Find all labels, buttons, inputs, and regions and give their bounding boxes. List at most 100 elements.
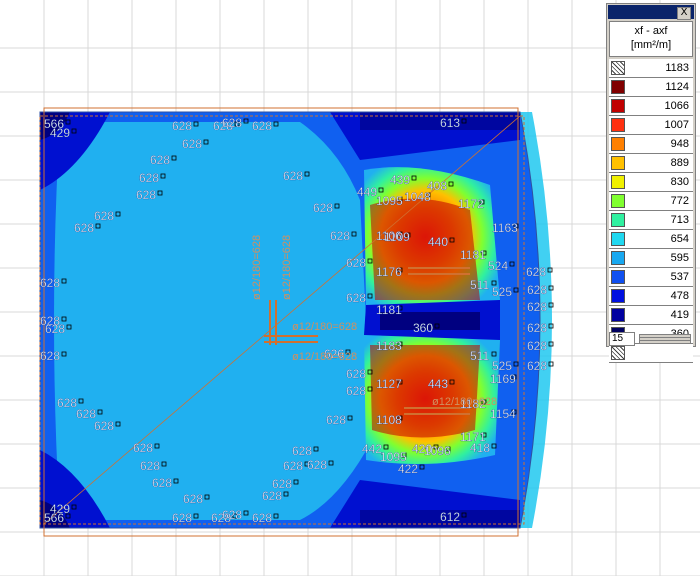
value-marker [491,351,497,357]
value-marker [548,285,554,291]
value-label: 440 [428,235,448,249]
value-label: 1183 [376,339,402,353]
value-label: 429 [50,126,70,140]
value-label: 628 [330,229,350,243]
value-marker [547,267,553,273]
value-label: 628 [40,314,60,328]
legend-row [609,344,693,363]
value-label: 628 [133,441,153,455]
value-marker [397,267,403,273]
legend-steps-control[interactable]: 15 [609,332,693,346]
legend-titlebar[interactable]: X [608,5,694,20]
value-label: 1181 [376,303,402,317]
value-marker [461,512,467,518]
legend-panel[interactable]: X xf - axf [mm²/m] 1183 1124 1066 1007 948 88… [606,3,696,363]
value-label: 420 [412,442,432,456]
rebar-symbol [264,267,470,415]
value-label: 422 [398,462,418,476]
legend-value: 595 [670,252,689,264]
value-marker [479,199,485,205]
value-label: 628 [346,367,366,381]
legend-value: 1183 [665,62,689,74]
value-label: 511 [470,349,489,363]
value-marker [448,181,454,187]
value-marker [203,139,209,145]
value-marker [65,119,71,125]
legend-swatch [611,289,625,303]
legend-swatch [611,232,625,246]
value-label: 628 [346,256,366,270]
legend-row: 713 [609,211,693,230]
value-marker [160,173,166,179]
value-label: 628 [527,359,547,373]
value-label: 1172 [458,197,484,211]
value-label: 1095 [380,450,407,464]
value-label: 628 [527,339,547,353]
value-label: 628 [346,384,366,398]
value-marker [548,361,554,367]
value-label: 628 [136,188,156,202]
value-marker [449,379,455,385]
steps-input[interactable]: 15 [609,332,635,346]
slab-region [39,107,552,537]
legend-row: 419 [609,306,693,325]
value-marker [328,460,334,466]
value-marker [367,293,373,299]
legend-value: 478 [670,290,689,302]
value-marker [397,341,403,347]
legend-swatch [611,308,625,322]
value-label: 628 [283,169,303,183]
legend-row: 654 [609,230,693,249]
legend-row: 772 [609,192,693,211]
value-label: 628 [74,221,94,235]
value-marker [367,386,373,392]
value-marker [157,190,163,196]
value-marker [481,250,487,256]
value-label: 1127 [376,377,402,391]
value-marker [491,280,497,286]
value-label: 1106 [376,229,402,243]
value-label: 628 [222,116,242,130]
value-label: 628 [262,489,282,503]
value-label: 628 [527,321,547,335]
value-label: 613 [440,116,460,130]
legend-row: 1183 [609,59,693,78]
legend-row: 537 [609,268,693,287]
steps-slider[interactable] [639,334,691,344]
close-icon[interactable]: X [677,7,691,20]
legend-value: 537 [670,271,689,283]
value-marker [95,223,101,229]
value-label: 628 [346,291,366,305]
rebar-label: ø12/180=628 [292,321,357,333]
value-label: 442 [362,442,382,456]
legend-value: 713 [670,214,689,226]
value-marker [243,118,249,124]
value-marker [97,409,103,415]
value-label: 1182 [460,397,486,411]
legend-value: 654 [670,233,689,245]
value-marker [401,452,407,458]
value-marker [433,444,439,450]
legend-header: xf - axf [mm²/m] [609,21,693,57]
legend-value: 1066 [664,100,689,112]
value-label: 449 [357,185,377,199]
value-label: 1096 [424,444,451,458]
value-marker [513,361,519,367]
legend-swatch [611,251,625,265]
value-marker [397,231,403,237]
value-marker [511,409,517,415]
value-label: 1171 [460,430,486,444]
value-marker [61,316,67,322]
value-label: 628 [57,396,77,410]
value-marker [548,302,554,308]
value-label: 439 [390,173,410,187]
value-label: 566 [44,511,64,525]
value-marker [334,203,340,209]
value-label: 626 [324,347,344,361]
legend-row: 1124 [609,78,693,97]
rebar-label: ø12/180=628 [432,396,497,408]
value-marker [173,478,179,484]
value-label: 628 [152,476,172,490]
value-marker [243,510,249,516]
